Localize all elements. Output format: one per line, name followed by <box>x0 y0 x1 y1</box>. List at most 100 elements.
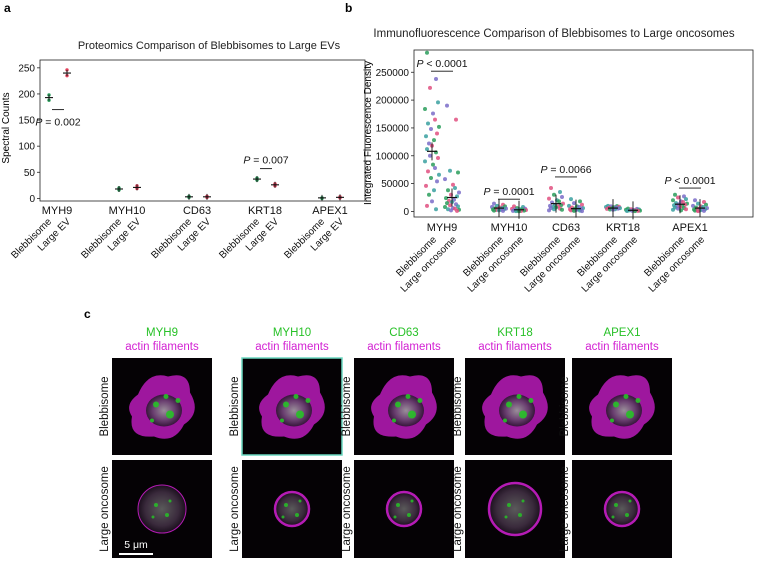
panel-b-data-point <box>428 85 432 90</box>
panel-b-x-group-label: MYH9 <box>427 222 458 234</box>
panel-a-x-group-label: MYH9 <box>42 205 73 217</box>
panel-b-y-tick-label: 250000 <box>376 68 410 79</box>
micrograph-marker-spot <box>393 515 397 519</box>
micrograph-marker-spot <box>392 418 396 423</box>
panel-b-data-point <box>431 111 435 116</box>
panel-a-point-group <box>133 184 141 191</box>
panel-a: a Proteomics Comparison of Blebbisomes t… <box>1 1 366 261</box>
micrograph-oncosome-cell <box>603 490 641 528</box>
micrograph-marker-label: MYH9 <box>146 327 178 339</box>
panel-a-point-group <box>203 193 211 200</box>
micrograph-marker-spot <box>625 513 629 517</box>
panel-a-y-axis-label: Spectral Counts <box>1 92 12 163</box>
panel-b-data-point <box>572 201 576 206</box>
panel-b-data-point <box>453 186 457 191</box>
panel-b-data-point <box>693 208 697 213</box>
micrograph-stain-label: actin filaments <box>585 341 659 353</box>
panel-a-point-group <box>253 176 261 183</box>
micrograph-marker-spot <box>635 398 641 403</box>
micrograph-marker-spot <box>506 401 512 408</box>
panel-c: c MYH9 actin filaments Blebbisome Large onc… <box>84 307 672 558</box>
panel-b-data-point <box>454 117 458 122</box>
micrograph-marker-spot <box>614 503 618 507</box>
panel-b-data-point <box>437 172 441 177</box>
panel-a-x-group-label: APEX1 <box>312 205 347 217</box>
panel-b-x-group-label: APEX1 <box>672 222 707 234</box>
panel-b-data-point <box>437 124 441 129</box>
panel-b-data-point <box>457 190 461 195</box>
panel-b-data-point <box>704 202 708 207</box>
panel-b-data-point <box>451 182 455 187</box>
panel-b-point-group <box>624 201 642 220</box>
panel-b-data-point <box>567 203 571 208</box>
micrograph-marker-spot <box>298 499 302 503</box>
panel-a-data-point <box>65 68 69 72</box>
panel-b-data-point <box>560 207 564 212</box>
panel-b-data-point <box>572 208 576 213</box>
micrograph-marker-spot <box>410 499 414 503</box>
panel-b-data-point <box>424 183 428 188</box>
panel-b-data-point <box>446 207 450 212</box>
panel-a-p-value: P = 0.007 <box>243 155 288 167</box>
panel-b-p-value: P = 0.0066 <box>540 164 591 176</box>
panel-b-plot-frame <box>413 49 754 218</box>
panel-b-data-point <box>671 198 675 203</box>
micrograph-marker-spot <box>154 503 158 507</box>
panel-b-data-point <box>702 208 706 213</box>
micrograph-marker-spot <box>507 503 511 507</box>
micrograph-marker-spot <box>611 515 615 519</box>
panel-b-data-point <box>549 186 553 191</box>
panel-b-data-point <box>423 107 427 112</box>
micrograph-marker-spot <box>163 394 169 399</box>
panel-b-data-point <box>435 131 439 136</box>
panel-b-data-point <box>432 138 436 143</box>
panel-a-point-group <box>63 68 71 78</box>
panel-b-point-group <box>490 199 508 218</box>
panel-b-data-point <box>559 203 563 208</box>
panel-a-y-tick-label: 250 <box>18 63 35 74</box>
micrograph-marker-spot <box>521 499 525 503</box>
panel-b-data-point <box>673 192 677 197</box>
panel-b-data-point <box>682 194 686 199</box>
panel-b-data-point <box>492 208 496 213</box>
micrograph-row-label: Large oncosome <box>559 466 571 552</box>
panel-b-data-point <box>436 155 440 160</box>
panel-a-y-tick-label: 100 <box>18 142 35 153</box>
panel-b-data-point <box>443 204 447 209</box>
panel-a-marks: P = 0.002 P = 0.007 <box>35 68 344 201</box>
micrograph-marker-label: APEX1 <box>603 327 640 339</box>
micrograph-oncosome-cell <box>487 481 543 537</box>
micrograph-marker-spot <box>296 410 304 419</box>
panel-b-data-point <box>434 207 438 212</box>
panel-b-x-group-label: CD63 <box>552 222 580 234</box>
panel-b-data-point <box>684 197 688 202</box>
panel-b-title: Immunofluorescence Comparison of Blebbis… <box>373 28 734 40</box>
micrograph-marker-spot <box>628 499 632 503</box>
micrograph-stain-label: actin filaments <box>367 341 441 353</box>
panel-b-data-point <box>448 203 452 208</box>
scale-bar-label: 5 μm <box>124 539 148 551</box>
panel-b-data-point <box>691 203 695 208</box>
micrograph-marker-spot <box>295 513 299 517</box>
panel-b-data-point <box>430 199 434 204</box>
panel-b-data-point <box>425 203 429 208</box>
panel-b-data-point <box>578 199 582 204</box>
micrograph-oncosome-cell <box>385 490 423 528</box>
panel-a-y-tick-label: 0 <box>29 194 35 205</box>
micrograph-marker-spot <box>280 418 284 423</box>
panel-b-data-point <box>428 153 432 158</box>
panel-b-data-point <box>501 208 505 213</box>
micrograph-row-label: Blebbisome <box>229 376 241 436</box>
panel-b-point-group <box>567 197 585 218</box>
micrograph-marker-spot <box>165 513 169 517</box>
panel-b-data-point <box>552 207 556 212</box>
micrograph-marker-spot <box>166 410 174 419</box>
panel-b-data-point <box>433 166 437 171</box>
panel-a-point-group <box>318 194 326 201</box>
panel-a-point-group <box>115 185 123 192</box>
panel-a-y-tick-label: 200 <box>18 89 35 100</box>
panel-b-y-axis-label: Integrated Fluorescence Density <box>363 61 374 205</box>
micrograph-row-label: Blebbisome <box>341 376 353 436</box>
panel-b-data-point <box>547 196 551 201</box>
panel-b-data-point <box>580 202 584 207</box>
